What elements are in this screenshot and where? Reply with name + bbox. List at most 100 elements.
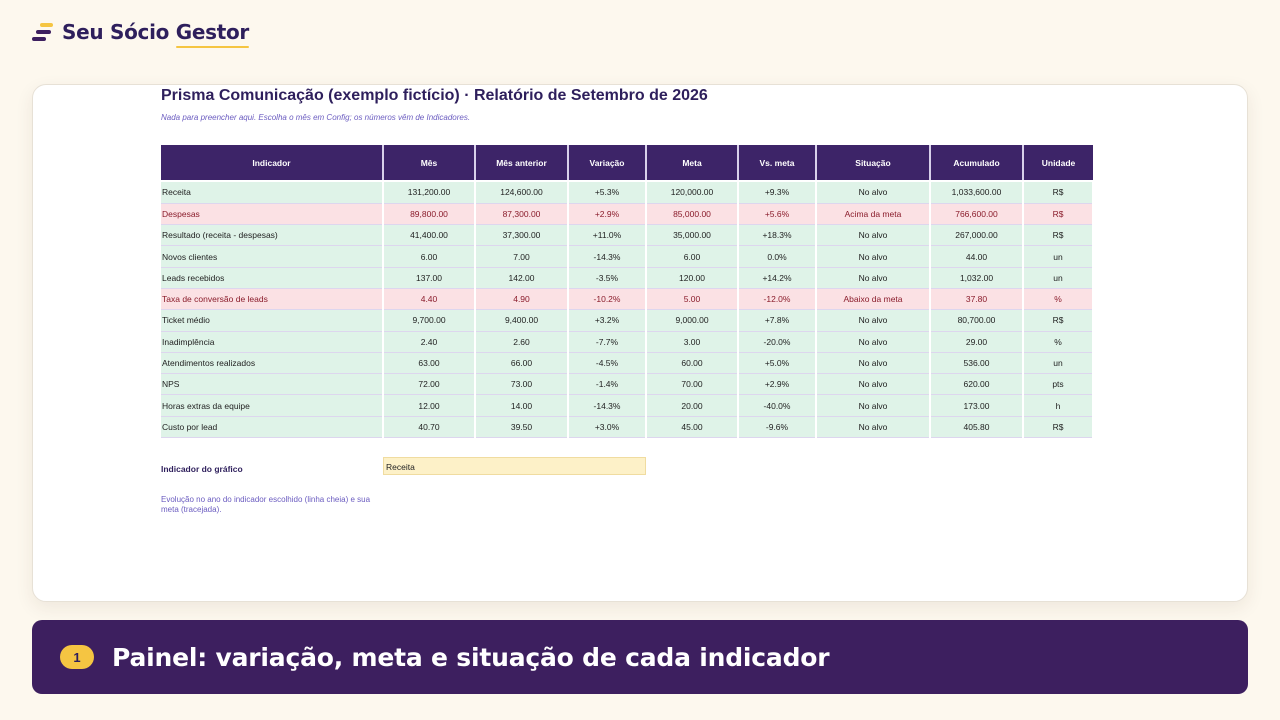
table-cell[interactable]: No alvo [816,267,931,289]
table-cell[interactable]: No alvo [816,394,931,417]
table-cell[interactable]: +5.0% [738,352,817,375]
table-cell[interactable]: h [1023,394,1094,417]
table-cell[interactable]: pts [1023,373,1094,396]
table-cell[interactable]: 87,300.00 [475,203,569,226]
table-cell[interactable]: 766,600.00 [930,203,1024,226]
table-row[interactable]: Custo por lead 40.70 39.50 +3.0% 45.00 -9.6% N… [161,416,1094,439]
table-cell[interactable]: R$ [1023,182,1094,204]
table-cell[interactable]: 60.00 [646,352,739,375]
table-cell[interactable]: 73.00 [475,373,569,396]
table-cell[interactable]: Abaixo da meta [816,288,931,311]
table-cell[interactable]: -12.0% [738,288,817,311]
table-cell[interactable]: 120,000.00 [646,182,739,204]
table-cell[interactable]: 1,033,600.00 [930,182,1024,204]
table-cell[interactable]: R$ [1023,309,1094,332]
table-cell[interactable]: 45.00 [646,416,739,439]
table-cell[interactable]: 0.0% [738,245,817,268]
table-cell[interactable]: R$ [1023,203,1094,226]
table-cell[interactable]: 72.00 [383,373,476,396]
table-cell[interactable]: -4.5% [568,352,647,375]
table-row[interactable]: Horas extras da equipe 12.00 14.00 -14.3% 20… [161,394,1094,417]
chart-indicator-select[interactable]: Receita [383,457,646,475]
table-cell[interactable]: +7.8% [738,309,817,332]
table-cell[interactable]: 6.00 [646,245,739,268]
table-cell[interactable]: 9,700.00 [383,309,476,332]
table-cell[interactable]: 7.00 [475,245,569,268]
table-cell[interactable]: % [1023,288,1094,311]
table-cell[interactable]: +9.3% [738,182,817,204]
table-cell[interactable]: 173.00 [930,394,1024,417]
table-cell[interactable]: 131,200.00 [383,182,476,204]
table-cell[interactable]: 142.00 [475,267,569,289]
table-cell[interactable]: un [1023,352,1094,375]
table-cell[interactable]: 40.70 [383,416,476,439]
table-cell[interactable]: Horas extras da equipe [161,394,384,417]
table-cell[interactable]: NPS [161,373,384,396]
table-cell[interactable]: R$ [1023,224,1094,247]
table-cell[interactable]: +18.3% [738,224,817,247]
table-cell[interactable]: -14.3% [568,394,647,417]
table-cell[interactable]: 63.00 [383,352,476,375]
table-cell[interactable]: 66.00 [475,352,569,375]
table-cell[interactable]: No alvo [816,416,931,439]
table-cell[interactable]: 137.00 [383,267,476,289]
table-row[interactable]: Resultado (receita - despesas) 41,400.00 3… [161,224,1094,247]
table-cell[interactable]: 620.00 [930,373,1024,396]
table-cell[interactable]: -7.7% [568,331,647,353]
table-cell[interactable]: 5.00 [646,288,739,311]
table-cell[interactable]: 9,000.00 [646,309,739,332]
table-cell[interactable]: Leads recebidos [161,267,384,289]
table-cell[interactable]: 124,600.00 [475,182,569,204]
table-cell[interactable]: No alvo [816,245,931,268]
table-cell[interactable]: Atendimentos realizados [161,352,384,375]
table-cell[interactable]: 2.60 [475,331,569,353]
table-cell[interactable]: No alvo [816,182,931,204]
table-cell[interactable]: 80,700.00 [930,309,1024,332]
table-cell[interactable]: Novos clientes [161,245,384,268]
table-cell[interactable]: 3.00 [646,331,739,353]
table-cell[interactable]: No alvo [816,224,931,247]
table-cell[interactable]: No alvo [816,373,931,396]
table-cell[interactable]: +5.3% [568,182,647,204]
table-cell[interactable]: +2.9% [738,373,817,396]
table-cell[interactable]: 29.00 [930,331,1024,353]
table-cell[interactable]: 536.00 [930,352,1024,375]
table-cell[interactable]: No alvo [816,352,931,375]
table-cell[interactable]: Taxa de conversão de leads [161,288,384,311]
table-cell[interactable]: 39.50 [475,416,569,439]
table-row[interactable]: Ticket médio 9,700.00 9,400.00 +3.2% 9,000.0… [161,309,1094,332]
table-cell[interactable]: 89,800.00 [383,203,476,226]
table-cell[interactable]: 120.00 [646,267,739,289]
table-cell[interactable]: No alvo [816,309,931,332]
table-cell[interactable]: Despesas [161,203,384,226]
table-cell[interactable]: 12.00 [383,394,476,417]
table-cell[interactable]: Resultado (receita - despesas) [161,224,384,247]
table-cell[interactable]: 37.80 [930,288,1024,311]
table-cell[interactable]: -20.0% [738,331,817,353]
table-row[interactable]: Despesas 89,800.00 87,300.00 +2.9% 85,000.00… [161,203,1094,226]
table-cell[interactable]: Custo por lead [161,416,384,439]
table-cell[interactable]: 14.00 [475,394,569,417]
table-cell[interactable]: -3.5% [568,267,647,289]
table-cell[interactable]: 70.00 [646,373,739,396]
table-cell[interactable]: 9,400.00 [475,309,569,332]
table-row[interactable]: Taxa de conversão de leads 4.40 4.90 -10.2%… [161,288,1094,311]
table-cell[interactable]: -14.3% [568,245,647,268]
table-cell[interactable]: +5.6% [738,203,817,226]
table-cell[interactable]: 44.00 [930,245,1024,268]
table-cell[interactable]: +3.0% [568,416,647,439]
table-cell[interactable]: 85,000.00 [646,203,739,226]
table-row[interactable]: Novos clientes 6.00 7.00 -14.3% 6.00 0.0% No a… [161,245,1094,268]
table-cell[interactable]: 2.40 [383,331,476,353]
table-cell[interactable]: +3.2% [568,309,647,332]
table-cell[interactable]: -40.0% [738,394,817,417]
table-cell[interactable]: 405.80 [930,416,1024,439]
table-cell[interactable]: Acima da meta [816,203,931,226]
table-cell[interactable]: +14.2% [738,267,817,289]
table-cell[interactable]: 20.00 [646,394,739,417]
table-cell[interactable]: un [1023,267,1094,289]
table-cell[interactable]: 267,000.00 [930,224,1024,247]
table-cell[interactable]: 1,032.00 [930,267,1024,289]
table-cell[interactable]: 37,300.00 [475,224,569,247]
table-cell[interactable]: 4.90 [475,288,569,311]
